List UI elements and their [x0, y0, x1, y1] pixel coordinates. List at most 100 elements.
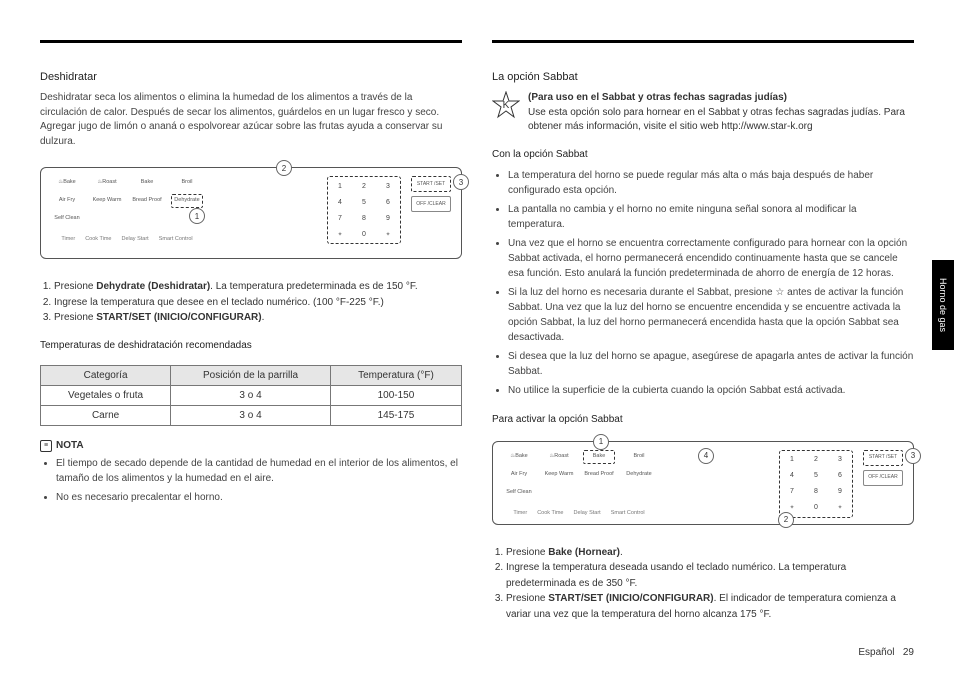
con-item: Una vez que el horno se encuentra correc… — [508, 236, 914, 281]
con-item: Si la luz del horno es necesaria durante… — [508, 285, 914, 345]
dehydrate-steps: Presione Dehydrate (Deshidratar). La tem… — [40, 279, 462, 326]
star-k-icon: K — [492, 91, 520, 119]
control-panel-dehydrate: ♨Bake ♨Roast Bake Broil Air Fry Keep War… — [40, 167, 462, 259]
panel-btn: Keep Warm — [91, 194, 123, 208]
callout-4: 4 — [698, 448, 714, 464]
panel-btn-bake: Bake — [583, 450, 615, 464]
key: 7 — [330, 211, 350, 225]
panel-button-block: ♨Bake ♨Roast Bake Broil Air Fry Keep War… — [503, 450, 655, 516]
td: 3 o 4 — [171, 385, 331, 405]
panel-btn: ♨Bake — [51, 176, 83, 190]
key-icon: ✦ — [378, 227, 398, 241]
panel-button-block: ♨Bake ♨Roast Bake Broil Air Fry Keep War… — [51, 176, 203, 242]
panel-bottom-row: Timer Cook Time Delay Start Smart Contro… — [51, 236, 203, 242]
callout-3: 3 — [905, 448, 921, 464]
key: 9 — [378, 211, 398, 225]
nota-item: El tiempo de secado depende de la cantid… — [56, 456, 462, 486]
control-panel-sabbat: ♨Bake ♨Roast Bake Broil Air Fry Keep War… — [492, 441, 914, 525]
nota-list: El tiempo de secado depende de la cantid… — [40, 456, 462, 509]
bottom-label: Cook Time — [85, 236, 111, 242]
start-set-button: START /SET — [411, 176, 451, 192]
panel-btn-dehydrate: Dehydrate — [171, 194, 203, 208]
panel-btn: Broil — [171, 176, 203, 190]
sabbat-title: La opción Sabbat — [492, 71, 914, 83]
key: 6 — [378, 195, 398, 209]
td: Carne — [41, 405, 171, 425]
step: Presione START/SET (INICIO/CONFIGURAR). … — [506, 591, 914, 622]
con-sabbat-title: Con la opción Sabbat — [492, 149, 914, 160]
panel-btn: Bake — [131, 176, 163, 190]
side-buttons: START /SET OFF /CLEAR — [411, 176, 451, 212]
star-k-heading: (Para uso en el Sabbat y otras fechas sa… — [528, 92, 787, 103]
key: 4 — [782, 469, 802, 483]
panel-btn: Broil — [623, 450, 655, 464]
key: 8 — [806, 485, 826, 499]
key: 2 — [354, 179, 374, 193]
star-k-body: Use esta opción solo para hornear en el … — [528, 107, 905, 133]
panel-btn: Self Clean — [503, 486, 535, 500]
con-item: No utilice la superficie de la cubierta … — [508, 383, 914, 398]
table-caption: Temperaturas de deshidratación recomenda… — [40, 340, 462, 351]
key: 5 — [806, 469, 826, 483]
panel-btn: Air Fry — [51, 194, 83, 208]
key: 7 — [782, 485, 802, 499]
panel-btn: Dehydrate — [623, 468, 655, 482]
key-icon: ✦ — [830, 501, 850, 515]
footer-page: 29 — [903, 647, 914, 658]
key: 5 — [354, 195, 374, 209]
con-sabbat-list: La temperatura del horno se puede regula… — [492, 168, 914, 402]
panel-btn: Air Fry — [503, 468, 535, 482]
nota-label: NOTA — [56, 440, 84, 451]
key-icon: ✦ — [330, 227, 350, 241]
star-k-letter: K — [503, 100, 510, 111]
th: Categoría — [41, 365, 171, 385]
bottom-label: Smart Control — [611, 510, 645, 516]
off-clear-button: OFF /CLEAR — [863, 470, 903, 486]
key: 4 — [330, 195, 350, 209]
page: Deshidratar Deshidratar seca los aliment… — [0, 0, 954, 640]
left-column: Deshidratar Deshidratar seca los aliment… — [40, 40, 462, 620]
callout-2: 2 — [778, 512, 794, 528]
step: Presione Bake (Hornear). — [506, 545, 914, 561]
con-item: La pantalla no cambia y el horno no emit… — [508, 202, 914, 232]
key: 2 — [806, 453, 826, 467]
key: 8 — [354, 211, 374, 225]
bottom-label: Smart Control — [159, 236, 193, 242]
start-set-button: START /SET — [863, 450, 903, 466]
panel-btn: Bread Proof — [583, 468, 615, 482]
section-tab: Horno de gas — [932, 260, 954, 350]
key: 1 — [782, 453, 802, 467]
step: Presione Dehydrate (Deshidratar). La tem… — [54, 279, 462, 295]
key: 0 — [806, 501, 826, 515]
key: 3 — [830, 453, 850, 467]
panel-btn: ♨Roast — [543, 450, 575, 464]
panel-btn: ♨Roast — [91, 176, 123, 190]
step: Presione START/SET (INICIO/CONFIGURAR). — [54, 310, 462, 326]
step: Ingrese la temperatura que desee en el t… — [54, 295, 462, 311]
star-k-text: (Para uso en el Sabbat y otras fechas sa… — [528, 91, 914, 135]
panel-btn: Keep Warm — [543, 468, 575, 482]
nota-item: No es necesario precalentar el horno. — [56, 490, 462, 505]
keypad-highlighted: 1 2 3 4 5 6 7 8 9 ✦ 0 ✦ — [327, 176, 401, 244]
star-k-row: K (Para uso en el Sabbat y otras fechas … — [492, 91, 914, 135]
callout-1: 1 — [593, 434, 609, 450]
activate-sabbat-title: Para activar la opción Sabbat — [492, 414, 914, 425]
bottom-label: Cook Time — [537, 510, 563, 516]
key: 9 — [830, 485, 850, 499]
key: 1 — [330, 179, 350, 193]
callout-1: 1 — [189, 208, 205, 224]
note-icon: ≡ — [40, 440, 52, 452]
td: 100-150 — [330, 385, 461, 405]
con-item: Si desea que la luz del horno se apague,… — [508, 349, 914, 379]
bottom-label: Timer — [513, 510, 527, 516]
right-column: La opción Sabbat K (Para uso en el Sabba… — [492, 40, 914, 620]
panel-bottom-row: Timer Cook Time Delay Start Smart Contro… — [503, 510, 655, 516]
off-clear-button: OFF /CLEAR — [411, 196, 451, 212]
keypad-highlighted: 1 2 3 4 5 6 7 8 9 ✦ 0 ✦ — [779, 450, 853, 518]
key: 0 — [354, 227, 374, 241]
step: Ingrese la temperatura deseada usando el… — [506, 560, 914, 591]
panel-btn: Self Clean — [51, 212, 83, 226]
panel-btn: ♨Bake — [503, 450, 535, 464]
td: 3 o 4 — [171, 405, 331, 425]
dehydrate-intro: Deshidratar seca los alimentos o elimina… — [40, 91, 462, 149]
